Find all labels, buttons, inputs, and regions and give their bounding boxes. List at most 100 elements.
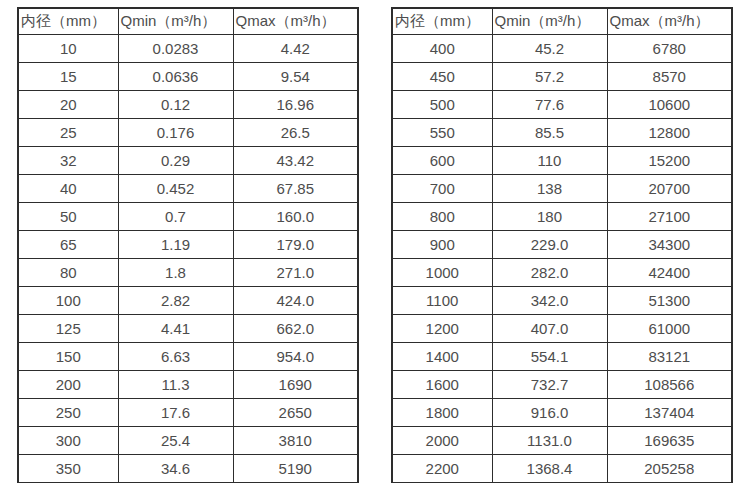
table-cell: 80 [18,259,118,287]
table-cell: 6.63 [118,343,233,371]
table-cell: 34.6 [118,455,233,483]
table-cell: 662.0 [233,315,358,343]
table-row: 1200407.061000 [392,315,732,343]
table-row: 900229.034300 [392,231,732,259]
table-cell: 250 [18,399,118,427]
table-cell: 160.0 [233,203,358,231]
table-row: 1100342.051300 [392,287,732,315]
table-cell: 450 [392,63,492,91]
table-cell: 424.0 [233,287,358,315]
table-row: 60011015200 [392,147,732,175]
table-cell: 1.19 [118,231,233,259]
header-cell: Qmin（m³/h） [492,8,607,35]
table-cell: 916.0 [492,399,607,427]
table-cell: 550 [392,119,492,147]
table-cell: 1690 [233,371,358,399]
table-cell: 205258 [607,455,732,483]
header-cell: Qmax（m³/h） [607,8,732,35]
table-cell: 200 [18,371,118,399]
table-row: 1400554.183121 [392,343,732,371]
table-cell: 229.0 [492,231,607,259]
table-cell: 85.5 [492,119,607,147]
table-row: 35034.65190 [18,455,358,483]
page: 内径（mm）Qmin（m³/h）Qmax（m³/h） 100.02834.4215… [0,0,750,483]
table-cell: 2650 [233,399,358,427]
table-cell: 27100 [607,203,732,231]
table-cell: 954.0 [233,343,358,371]
table-cell: 1131.0 [492,427,607,455]
table-row: 20011.31690 [18,371,358,399]
table-cell: 0.176 [118,119,233,147]
table-cell: 0.29 [118,147,233,175]
table-cell: 26.5 [233,119,358,147]
table-row: 100.02834.42 [18,35,358,63]
table-row: 320.2943.42 [18,147,358,175]
table-row: 400.45267.85 [18,175,358,203]
flow-range-table-small-diameters: 内径（mm）Qmin（m³/h）Qmax（m³/h）100.02834.4215… [17,7,359,483]
table-cell: 500 [392,91,492,119]
table-row: 50077.610600 [392,91,732,119]
table-cell: 25 [18,119,118,147]
table-cell: 1100 [392,287,492,315]
table-row: 200.1216.96 [18,91,358,119]
table-cell: 600 [392,147,492,175]
table-cell: 0.7 [118,203,233,231]
table-row: 1002.82424.0 [18,287,358,315]
table-cell: 42400 [607,259,732,287]
table-row: 20001131.0169635 [392,427,732,455]
table-cell: 25.4 [118,427,233,455]
table-cell: 350 [18,455,118,483]
table-cell: 732.7 [492,371,607,399]
table-cell: 20 [18,91,118,119]
table-cell: 2000 [392,427,492,455]
table-row: 25017.62650 [18,399,358,427]
table-cell: 125 [18,315,118,343]
table-cell: 407.0 [492,315,607,343]
table-cell: 65 [18,231,118,259]
table-cell: 15 [18,63,118,91]
table-cell: 6780 [607,35,732,63]
table-cell: 137404 [607,399,732,427]
table-cell: 1.8 [118,259,233,287]
table-cell: 0.452 [118,175,233,203]
table-row: 45057.28570 [392,63,732,91]
table-cell: 1400 [392,343,492,371]
table-cell: 51300 [607,287,732,315]
table-cell: 16.96 [233,91,358,119]
table-cell: 4.41 [118,315,233,343]
table-row: 1254.41662.0 [18,315,358,343]
table-cell: 8570 [607,63,732,91]
table-cell: 50 [18,203,118,231]
header-cell: Qmax（m³/h） [233,8,358,35]
table-cell: 900 [392,231,492,259]
table-cell: 57.2 [492,63,607,91]
table-row: 150.06369.54 [18,63,358,91]
table-cell: 700 [392,175,492,203]
header-row: 内径（mm）Qmin（m³/h）Qmax（m³/h） [392,8,732,35]
table-cell: 32 [18,147,118,175]
table-cell: 179.0 [233,231,358,259]
table-cell: 1000 [392,259,492,287]
table-row: 1000282.042400 [392,259,732,287]
table-cell: 10600 [607,91,732,119]
table-row: 22001368.4205258 [392,455,732,483]
table-row: 1800916.0137404 [392,399,732,427]
table-cell: 3810 [233,427,358,455]
table-cell: 0.0283 [118,35,233,63]
table-cell: 0.0636 [118,63,233,91]
table-cell: 17.6 [118,399,233,427]
table-cell: 61000 [607,315,732,343]
table-cell: 12800 [607,119,732,147]
table-cell: 100 [18,287,118,315]
table-cell: 0.12 [118,91,233,119]
table-cell: 554.1 [492,343,607,371]
table-cell: 1200 [392,315,492,343]
table-cell: 11.3 [118,371,233,399]
table-cell: 110 [492,147,607,175]
table-cell: 10 [18,35,118,63]
table-cell: 800 [392,203,492,231]
table-row: 801.8271.0 [18,259,358,287]
table-row: 1600732.7108566 [392,371,732,399]
table-row: 500.7160.0 [18,203,358,231]
table-cell: 1600 [392,371,492,399]
